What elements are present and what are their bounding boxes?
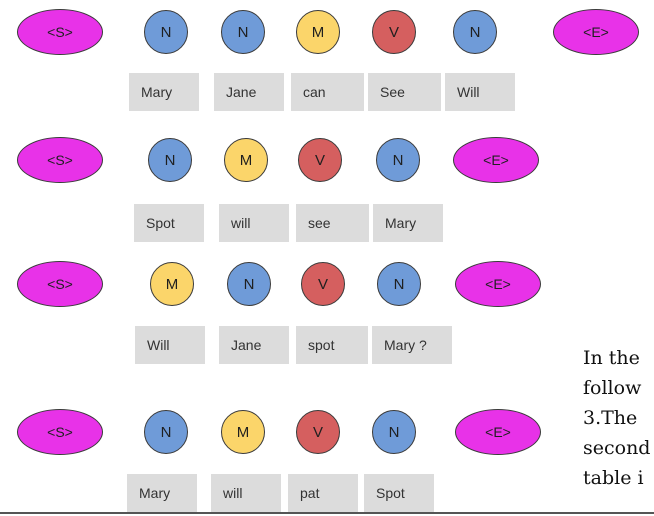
paragraph-line: In the [583, 347, 640, 369]
end-tag-node: <E> [553, 9, 639, 55]
tag-node-n: N [377, 262, 421, 306]
cropped-paragraph-text: In the follow 3.The second table i [583, 343, 650, 493]
tag-node-m: M [150, 262, 194, 306]
tag-node-v: V [372, 10, 416, 54]
word-box: See [368, 73, 441, 111]
tag-node-n: N [453, 10, 497, 54]
tag-node-n: N [144, 10, 188, 54]
start-tag-node: <S> [17, 137, 103, 183]
tag-node-n: N [376, 138, 420, 182]
tag-node-n: N [227, 262, 271, 306]
word-box: can [291, 73, 364, 111]
paragraph-line: follow [583, 377, 642, 399]
word-box: Will [135, 326, 205, 364]
tag-node-m: M [224, 138, 268, 182]
bottom-divider [0, 512, 654, 514]
tag-node-n: N [144, 410, 188, 454]
end-tag-node: <E> [453, 137, 539, 183]
tag-node-n: N [372, 410, 416, 454]
tag-node-n: N [221, 10, 265, 54]
tag-node-v: V [298, 138, 342, 182]
word-box: Spot [364, 474, 434, 512]
word-box: Will [445, 73, 515, 111]
word-box: will [219, 204, 289, 242]
word-box: will [211, 474, 281, 512]
tag-node-m: M [296, 10, 340, 54]
start-tag-node: <S> [17, 409, 103, 455]
paragraph-line: 3.The [583, 407, 638, 429]
word-box: Mary [373, 204, 443, 242]
end-tag-node: <E> [455, 409, 541, 455]
start-tag-node: <S> [17, 261, 103, 307]
word-box: spot [296, 326, 368, 364]
word-box: pat [288, 474, 358, 512]
paragraph-line: table i [583, 467, 644, 489]
tag-node-m: M [221, 410, 265, 454]
tag-node-n: N [148, 138, 192, 182]
start-tag-node: <S> [17, 9, 103, 55]
word-box: see [296, 204, 369, 242]
word-box: Spot [134, 204, 204, 242]
word-box: Mary [129, 73, 199, 111]
end-tag-node: <E> [455, 261, 541, 307]
word-box: Jane [219, 326, 289, 364]
word-box: Mary ? [372, 326, 452, 364]
paragraph-line: second [583, 437, 651, 459]
word-box: Mary [127, 474, 197, 512]
word-box: Jane [214, 73, 284, 111]
tag-node-v: V [296, 410, 340, 454]
tag-node-v: V [301, 262, 345, 306]
